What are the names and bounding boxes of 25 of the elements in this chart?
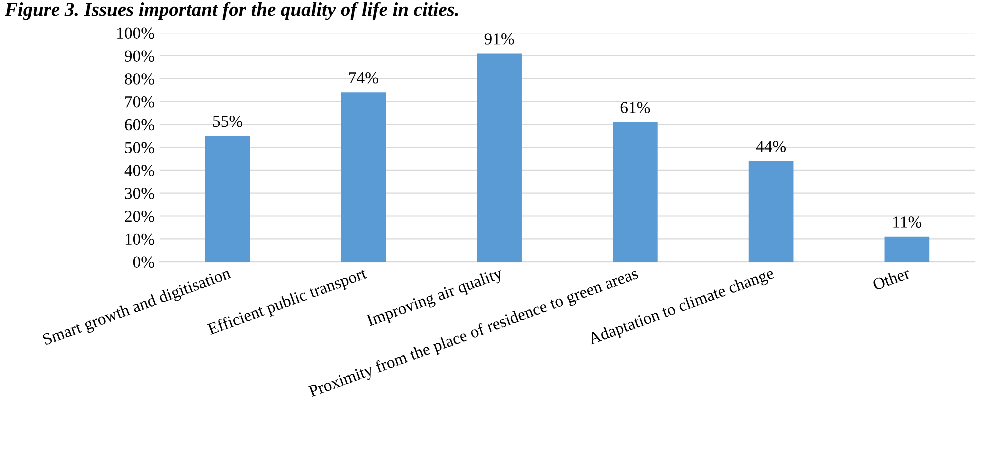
bar xyxy=(884,236,930,262)
data-label: 91% xyxy=(484,34,514,45)
y-tick-label: 20% xyxy=(125,210,154,222)
bar xyxy=(613,122,658,262)
data-label: 74% xyxy=(350,72,378,84)
y-tick-label: 10% xyxy=(126,234,154,246)
data-label: 61% xyxy=(620,102,650,114)
y-tick-label: 80% xyxy=(125,74,154,85)
y-tick-label: 90% xyxy=(125,50,154,62)
y-tick-label: 50% xyxy=(125,142,154,154)
y-tick-label: 60% xyxy=(125,119,154,131)
bar xyxy=(748,161,794,262)
chart-title: Figure 3. Issues important for the quality of life in cities. xyxy=(4,2,458,20)
bar xyxy=(341,92,386,262)
bar xyxy=(205,136,250,262)
y-tick-label: 30% xyxy=(125,188,154,200)
y-tick-label: 0% xyxy=(133,256,154,268)
x-tick-label: Other xyxy=(872,266,912,291)
y-tick-label: 100% xyxy=(118,28,154,40)
data-label: 55% xyxy=(214,116,243,128)
data-label: 44% xyxy=(756,141,786,152)
bar xyxy=(477,54,522,262)
y-tick-label: 40% xyxy=(124,165,154,176)
data-label: 11% xyxy=(894,216,922,228)
y-tick-label: 70% xyxy=(126,96,154,108)
